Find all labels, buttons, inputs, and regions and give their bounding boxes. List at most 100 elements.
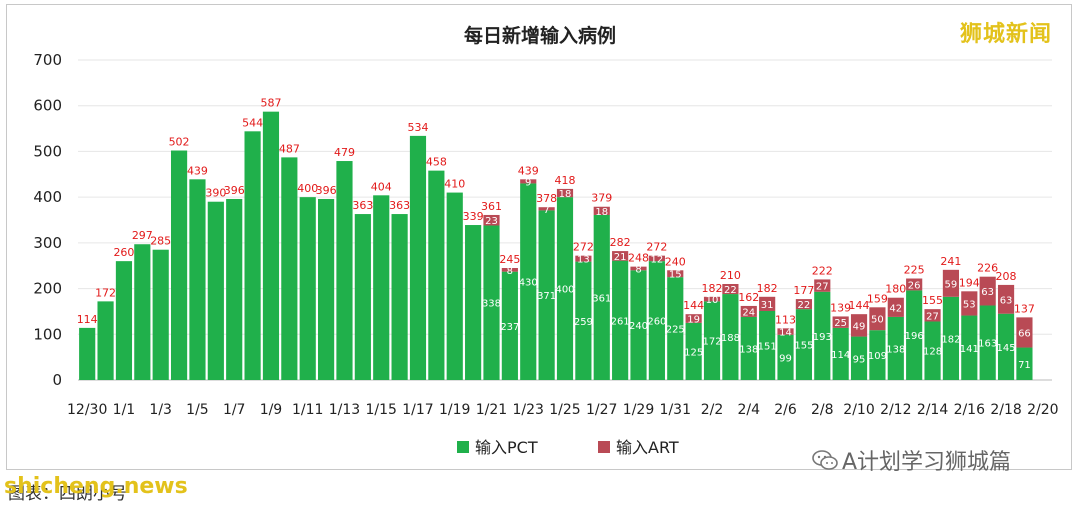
total-label-2/8: 222: [812, 264, 833, 277]
art-label-2/14: 27: [926, 311, 939, 322]
art-label-1/30: 12: [651, 254, 664, 265]
bar-pct-2/17: [979, 305, 996, 380]
bar-pct-1/13: [336, 161, 353, 380]
x-tick-label-1/25: 1/25: [549, 402, 580, 418]
bar-art-2/15: [942, 269, 960, 297]
bar-pct-1/30: [648, 261, 665, 380]
total-label-1/15: 404: [371, 180, 392, 193]
total-label-2/7: 177: [793, 284, 814, 297]
bar-art-2/5: [759, 296, 776, 311]
art-label-1/25: 18: [559, 189, 572, 200]
legend-swatch-pct: [457, 441, 469, 453]
x-tick-label-1/9: 1/9: [260, 402, 283, 418]
bar-pct-1/8: [244, 131, 261, 380]
art-label-2/3: 22: [724, 285, 737, 296]
bar-pct-1/23: [520, 183, 537, 380]
bar-pct-1/4: [170, 150, 188, 380]
x-tick-label-1/1: 1/1: [113, 402, 136, 418]
bar-art-2/3: [722, 284, 739, 295]
art-label-2/1: 19: [687, 315, 700, 326]
pct-label-2/13: 196: [905, 331, 924, 342]
bar-art-1/26: [575, 255, 592, 262]
bar-art-2/9: [832, 316, 849, 328]
total-label-1/2: 297: [132, 229, 153, 242]
pct-label-2/14: 128: [923, 347, 942, 358]
bar-pct-1/1: [115, 261, 133, 380]
bar-pct-1/2: [134, 244, 151, 380]
total-label-1/21: 361: [481, 200, 502, 213]
legend-swatch-art: [598, 441, 610, 453]
pct-label-1/31: 225: [666, 325, 685, 336]
bar-art-1/25: [556, 188, 574, 198]
bar-pct-1/16: [391, 214, 408, 380]
pct-label-2/8: 193: [813, 332, 832, 343]
bar-art-1/27: [593, 206, 610, 215]
total-label-1/25: 418: [555, 174, 576, 187]
bar-pct-2/15: [942, 296, 960, 380]
x-tick-label-2/6: 2/6: [774, 402, 797, 418]
x-axis: 12/30 1/1 1/3 1/5 1/7 1/9 1/11 1/13 1/15 1/17 1/19…: [67, 402, 1059, 418]
bar-pct-2/13: [906, 290, 923, 380]
y-tick-label-200: 200: [33, 280, 62, 298]
bar-pct-12/31: [97, 301, 114, 380]
total-label-1/4: 502: [169, 136, 190, 149]
pct-label-2/3: 188: [721, 333, 740, 344]
art-label-2/6: 14: [779, 328, 792, 339]
total-label-1/28: 282: [610, 236, 631, 249]
bar-pct-2/8: [814, 291, 831, 380]
bar-art-1/29: [630, 266, 647, 271]
total-label-1/29: 248: [628, 252, 649, 265]
art-label-2/18: 63: [1000, 295, 1013, 306]
total-label-1/14: 363: [352, 199, 373, 212]
bar-art-1/22: [501, 268, 518, 272]
total-label-2/6: 113: [775, 313, 796, 326]
total-label-2/16: 194: [959, 276, 980, 289]
bar-pct-1/29: [630, 270, 647, 380]
chart-credit: 图表：四朗小号: [8, 484, 127, 504]
total-label-2/9: 139: [830, 301, 851, 314]
bar-pct-1/27: [593, 214, 610, 380]
pct-label-1/28: 261: [611, 316, 630, 327]
x-tick-label-1/21: 1/21: [476, 402, 507, 418]
total-label-2/13: 225: [904, 264, 925, 277]
bar-art-2/1: [685, 314, 702, 323]
total-label-1/24: 378: [536, 192, 557, 205]
bar-pct-1/17: [409, 135, 427, 380]
bar-pct-2/11: [869, 330, 886, 380]
bar-pct-1/18: [428, 170, 445, 380]
bar-pct-2/2: [703, 301, 721, 380]
art-label-2/5: 31: [761, 300, 774, 311]
pct-label-1/26: 259: [574, 317, 593, 328]
bar-pct-1/6: [207, 201, 224, 380]
total-label-1/11: 400: [297, 182, 318, 195]
pct-label-1/24: 371: [537, 291, 556, 302]
bar-art-2/10: [850, 314, 868, 337]
bar-pct-2/10: [850, 336, 868, 380]
bar-art-2/7: [795, 299, 812, 310]
bar-pct-2/5: [759, 310, 776, 380]
pct-label-1/30: 260: [647, 317, 666, 328]
total-label-12/30: 114: [77, 313, 98, 326]
bar-pct-1/9: [262, 111, 280, 381]
bar-pct-1/24: [538, 210, 555, 380]
bar-pct-2/16: [961, 315, 978, 380]
bar-pct-1/5: [189, 179, 206, 380]
art-label-2/11: 50: [871, 315, 884, 326]
pct-label-1/21: 338: [482, 299, 501, 310]
pct-label-2/2: 172: [702, 337, 721, 348]
bar-pct-1/11: [299, 197, 316, 380]
total-label-2/18: 208: [996, 270, 1017, 283]
x-tick-label-1/15: 1/15: [365, 402, 396, 418]
x-tick-label-1/29: 1/29: [623, 402, 654, 418]
pct-label-1/25: 400: [555, 285, 574, 296]
legend: 输入PCT 输入ART: [457, 438, 679, 457]
total-label-1/3: 285: [150, 235, 171, 248]
bar-pct-1/3: [152, 249, 169, 380]
wechat-watermark: A计划学习狮城篇: [812, 444, 1011, 476]
pct-label-1/22: 237: [500, 322, 519, 333]
bar-art-1/23: [520, 179, 537, 184]
bar-pct-1/15: [373, 195, 390, 380]
bar-pct-1/26: [575, 261, 592, 380]
wechat-account-name: A计划学习狮城篇: [842, 450, 1012, 475]
